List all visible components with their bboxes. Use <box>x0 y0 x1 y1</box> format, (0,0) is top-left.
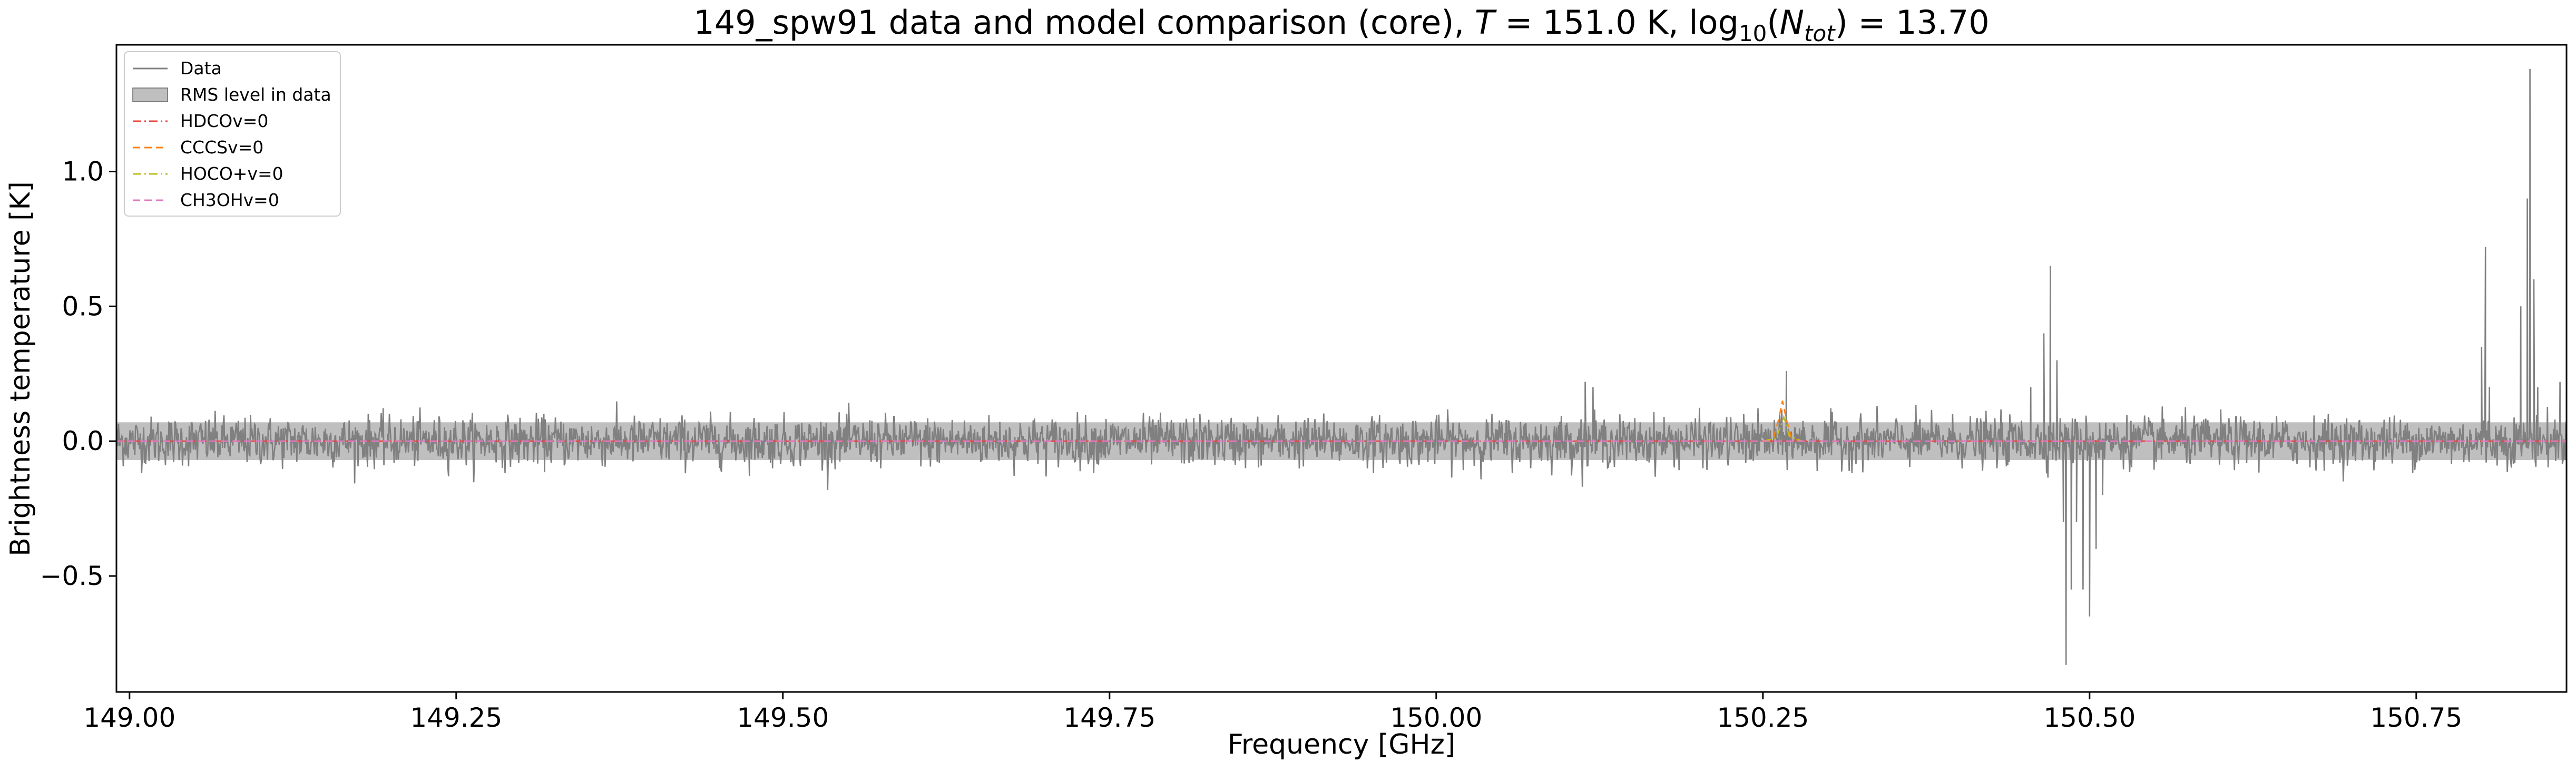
legend-label-cccsv-0: CCCSv=0 <box>180 137 263 158</box>
axes-frame <box>115 44 2568 693</box>
x-tick-label: 150.00 <box>1390 702 1482 733</box>
title-n-symbol: N <box>1780 3 1804 42</box>
legend-swatch-rms-level-in-data <box>132 87 168 102</box>
y-tick-label: 0.5 <box>62 291 104 321</box>
x-tick-label: 150.25 <box>1717 702 1809 733</box>
legend-label-ch3ohv-0: CH3OHv=0 <box>180 190 279 210</box>
title-close: ) = 13.70 <box>1835 3 1990 42</box>
plot-area <box>116 69 2567 665</box>
legend-label-data: Data <box>180 58 222 79</box>
x-tick-label: 149.50 <box>737 702 829 733</box>
axis-ticks: 149.00 149.25 149.50 149.75 150.00 150.25 150.… <box>40 156 2463 733</box>
x-tick-label: 149.75 <box>1063 702 1155 733</box>
x-axis-label: Frequency [GHz] <box>1228 729 1455 760</box>
y-tick-label: 0.0 <box>62 426 104 456</box>
x-tick-label: 150.50 <box>2043 702 2136 733</box>
title-t-value: = 151.0 K, log <box>1495 3 1739 42</box>
x-tick-label: 149.25 <box>410 702 502 733</box>
series-data-line <box>116 69 2567 665</box>
y-axis-label: Brightness temperature [K] <box>5 181 36 557</box>
chart-title: 149_spw91 data and model comparison (cor… <box>693 3 1989 46</box>
y-tick-label: −0.5 <box>40 561 104 591</box>
title-prefix: 149_spw91 data and model comparison (cor… <box>693 3 1475 42</box>
legend-label-rms-level-in-data: RMS level in data <box>180 84 331 105</box>
title-t-symbol: T <box>1475 3 1497 42</box>
y-tick-label: 1.0 <box>62 156 104 187</box>
title-n-subscript: tot <box>1804 21 1836 46</box>
legend-label-hdcov-0: HDCOv=0 <box>180 111 268 131</box>
x-tick-label: 150.75 <box>2370 702 2462 733</box>
series-cccsv-0-line <box>1762 401 1803 442</box>
legend-frame <box>124 51 341 217</box>
legend: Data RMS level in data HDCOv=0 CCCSv=0 HOCO+… <box>124 51 341 217</box>
legend-label-hoco-v-0: HOCO+v=0 <box>180 163 283 184</box>
x-tick-label: 149.00 <box>83 702 175 733</box>
title-log-base: 10 <box>1739 21 1767 46</box>
title-open-paren: ( <box>1767 3 1779 42</box>
